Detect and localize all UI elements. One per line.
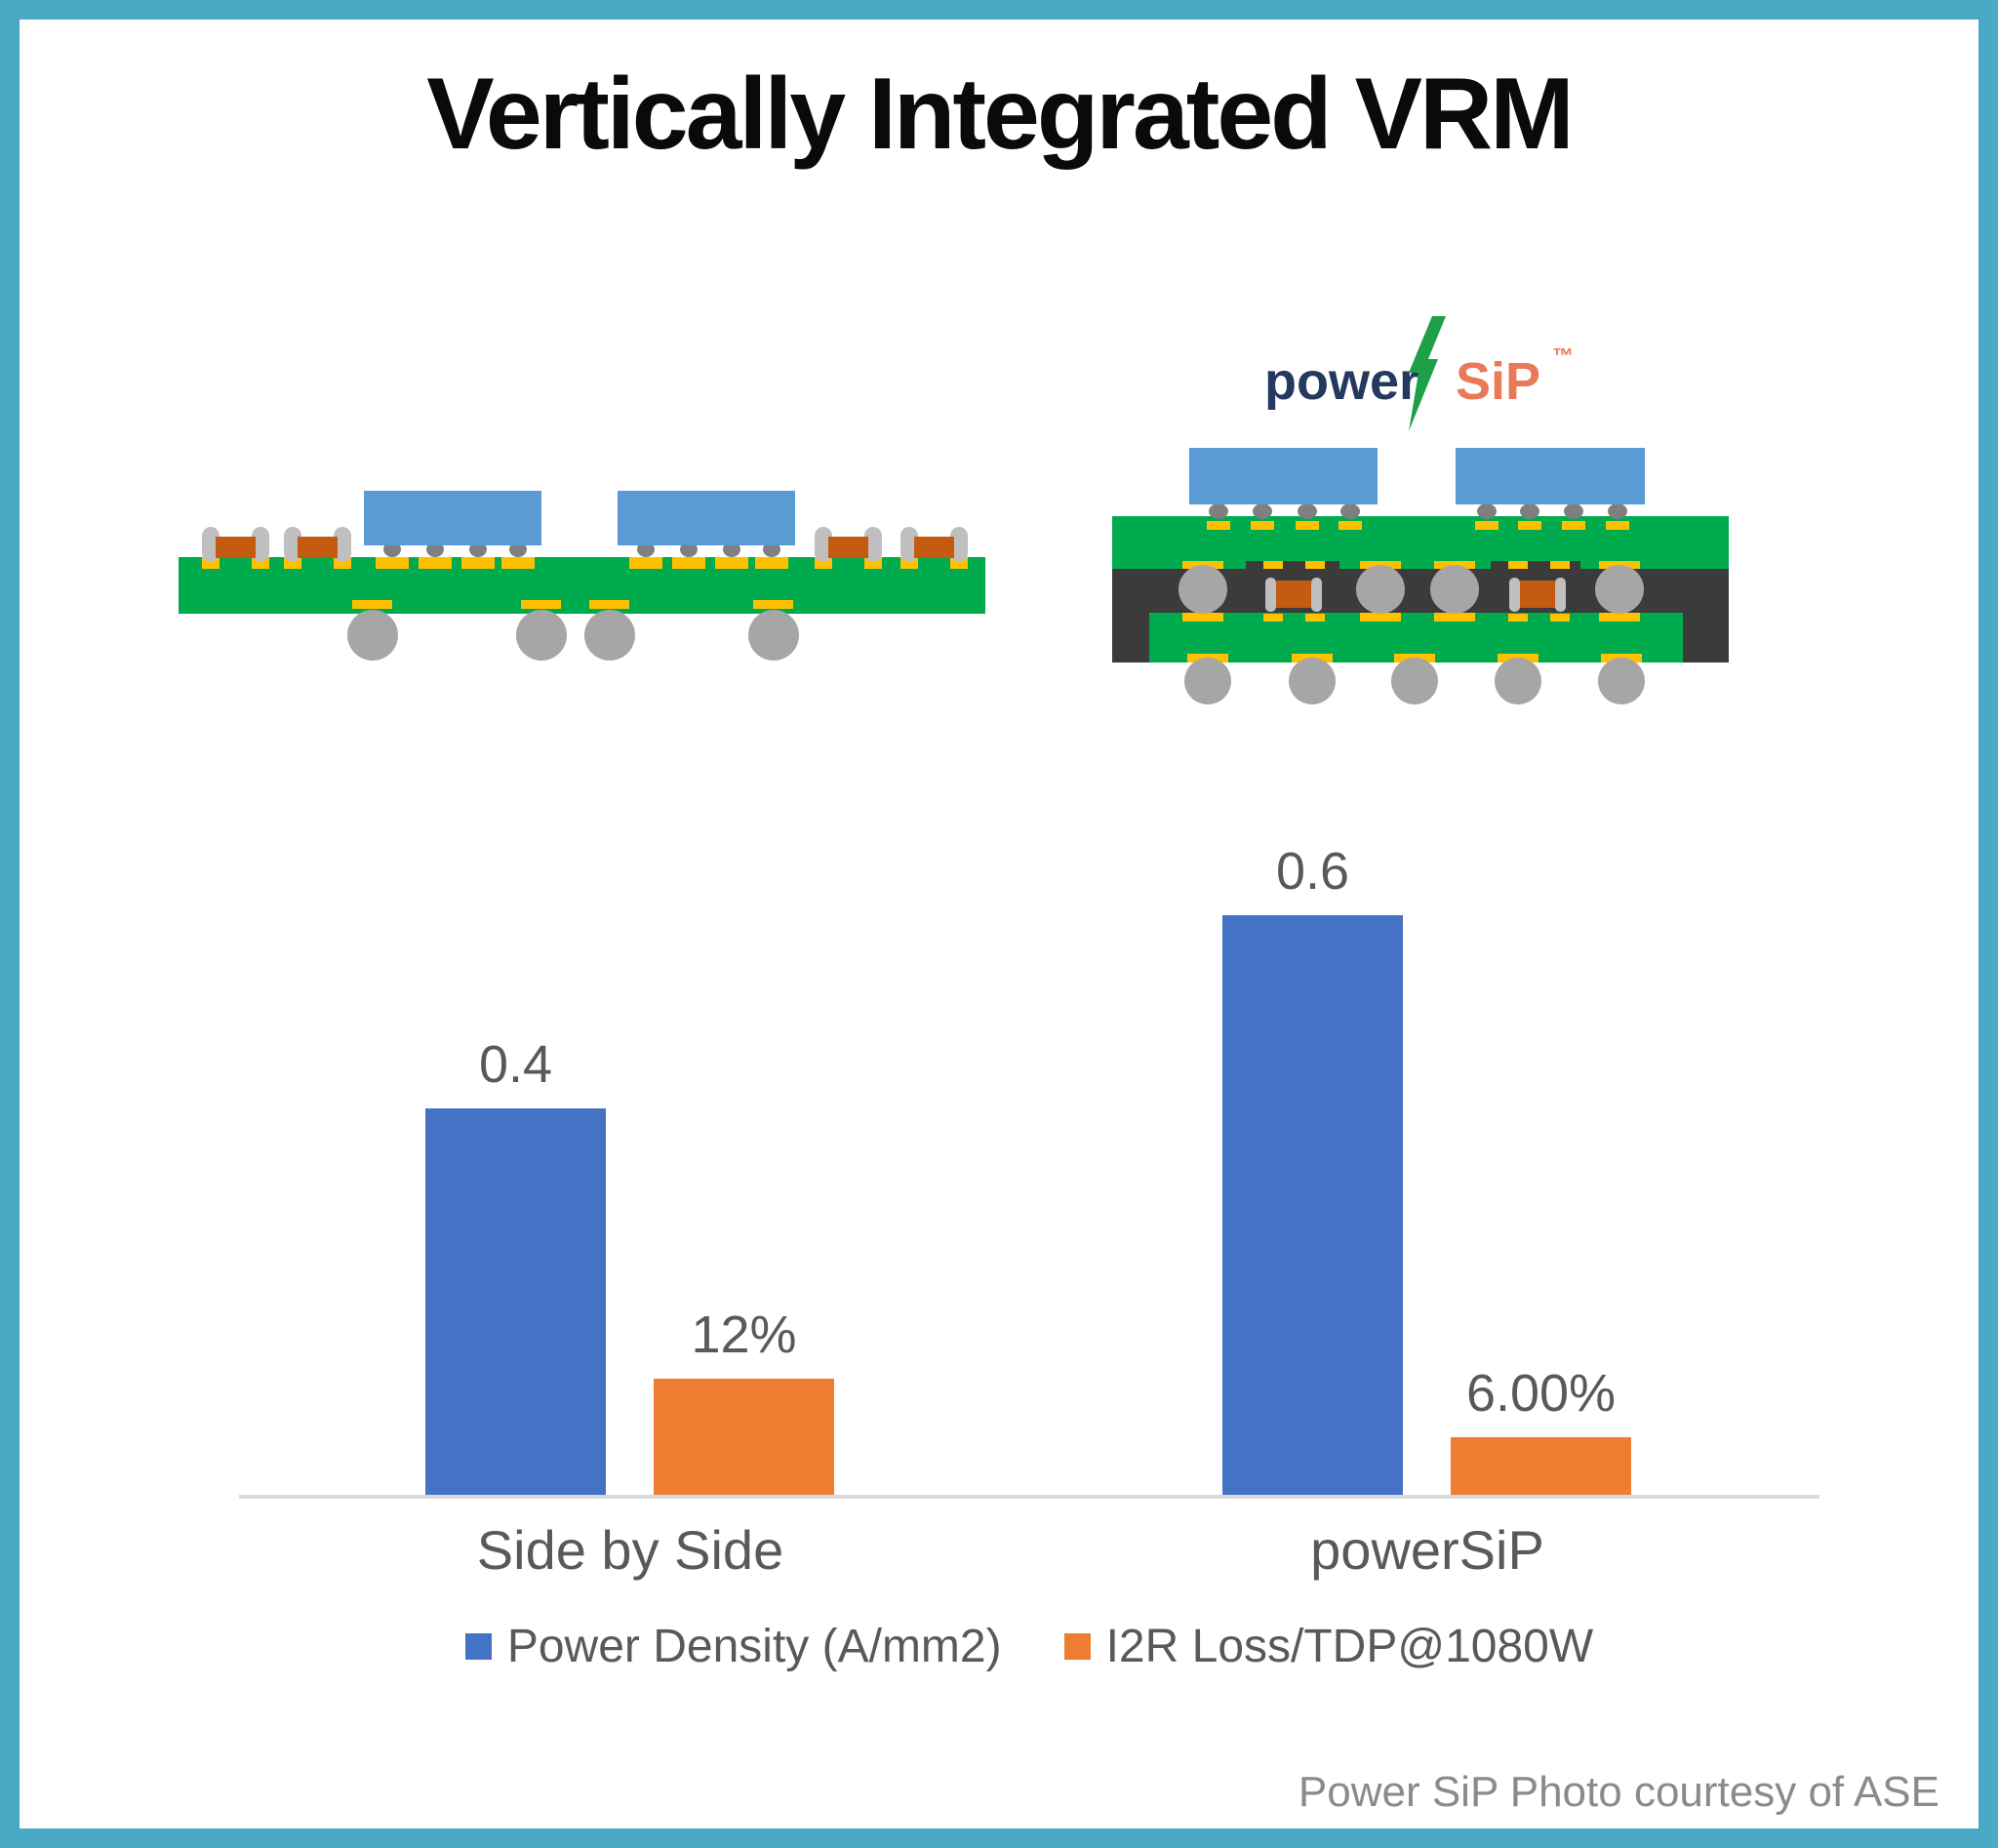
bar-wrap: 0.6	[1222, 841, 1403, 1495]
chip	[1456, 448, 1645, 504]
lightning-bolt-icon	[1409, 316, 1446, 431]
embedded-inductor	[1509, 578, 1566, 612]
category-label: powerSiP	[1310, 1519, 1544, 1581]
bar-wrap: 6.00%	[1451, 1363, 1631, 1495]
legend-swatch-icon	[464, 1633, 492, 1660]
embedded-inductor	[1265, 578, 1322, 612]
bga-pads	[352, 600, 793, 609]
bar-data-label: 0.6	[1275, 842, 1350, 901]
inductor	[815, 527, 882, 562]
category-label: Side by Side	[476, 1519, 784, 1581]
powersip-diagram	[1112, 448, 1729, 704]
slide-title: Vertically Integrated VRM	[426, 58, 1574, 171]
bar	[425, 1108, 606, 1495]
bar	[654, 1379, 834, 1495]
bar-data-label: 0.4	[478, 1035, 553, 1094]
chip	[618, 491, 795, 545]
inductor	[202, 527, 269, 562]
legend-item: I2R Loss/TDP@1080W	[1063, 1620, 1594, 1673]
bga-balls	[347, 610, 799, 661]
legend-swatch-icon	[1063, 1633, 1091, 1660]
embedded-balls	[1179, 565, 1644, 614]
bar-chart: 0.4 12% 0.6 6.00% Side by Side powerSiP Powe…	[239, 842, 1858, 1764]
chip-bumps	[1209, 503, 1627, 519]
inductor	[284, 527, 351, 562]
x-axis-line	[239, 1495, 1819, 1499]
bar-group-1: 0.4 12%	[425, 1034, 834, 1495]
chip	[1189, 448, 1378, 504]
bar	[1451, 1437, 1631, 1495]
powersip-logo: power SiP ™	[1264, 316, 1616, 437]
chip-pads	[376, 557, 788, 569]
logo-text-sip: SiP	[1456, 352, 1541, 411]
bar	[1222, 915, 1403, 1495]
logo-trademark: ™	[1552, 343, 1574, 368]
bar-wrap: 0.4	[425, 1034, 606, 1495]
legend-item: Power Density (A/mm2)	[464, 1620, 1002, 1673]
legend-label: I2R Loss/TDP@1080W	[1105, 1621, 1594, 1672]
photo-credit: Power SiP Photo courtesy of ASE	[1298, 1768, 1939, 1816]
legend-label: Power Density (A/mm2)	[506, 1621, 1002, 1672]
chart-plot: 0.4 12% 0.6 6.00%	[239, 842, 1819, 1495]
inductor	[900, 527, 968, 562]
side-by-side-diagram	[179, 491, 985, 661]
logo-text-power: power	[1264, 352, 1420, 411]
bar-data-label: 12%	[691, 1306, 797, 1364]
bga-balls	[1184, 658, 1645, 704]
bar-wrap: 12%	[654, 1305, 834, 1495]
bar-group-2: 0.6 6.00%	[1222, 841, 1631, 1495]
bar-data-label: 6.00%	[1465, 1364, 1617, 1423]
chart-legend: Power Density (A/mm2) I2R Loss/TDP@1080W	[239, 1620, 1819, 1673]
chip-pads	[1207, 521, 1629, 530]
chip	[364, 491, 541, 545]
